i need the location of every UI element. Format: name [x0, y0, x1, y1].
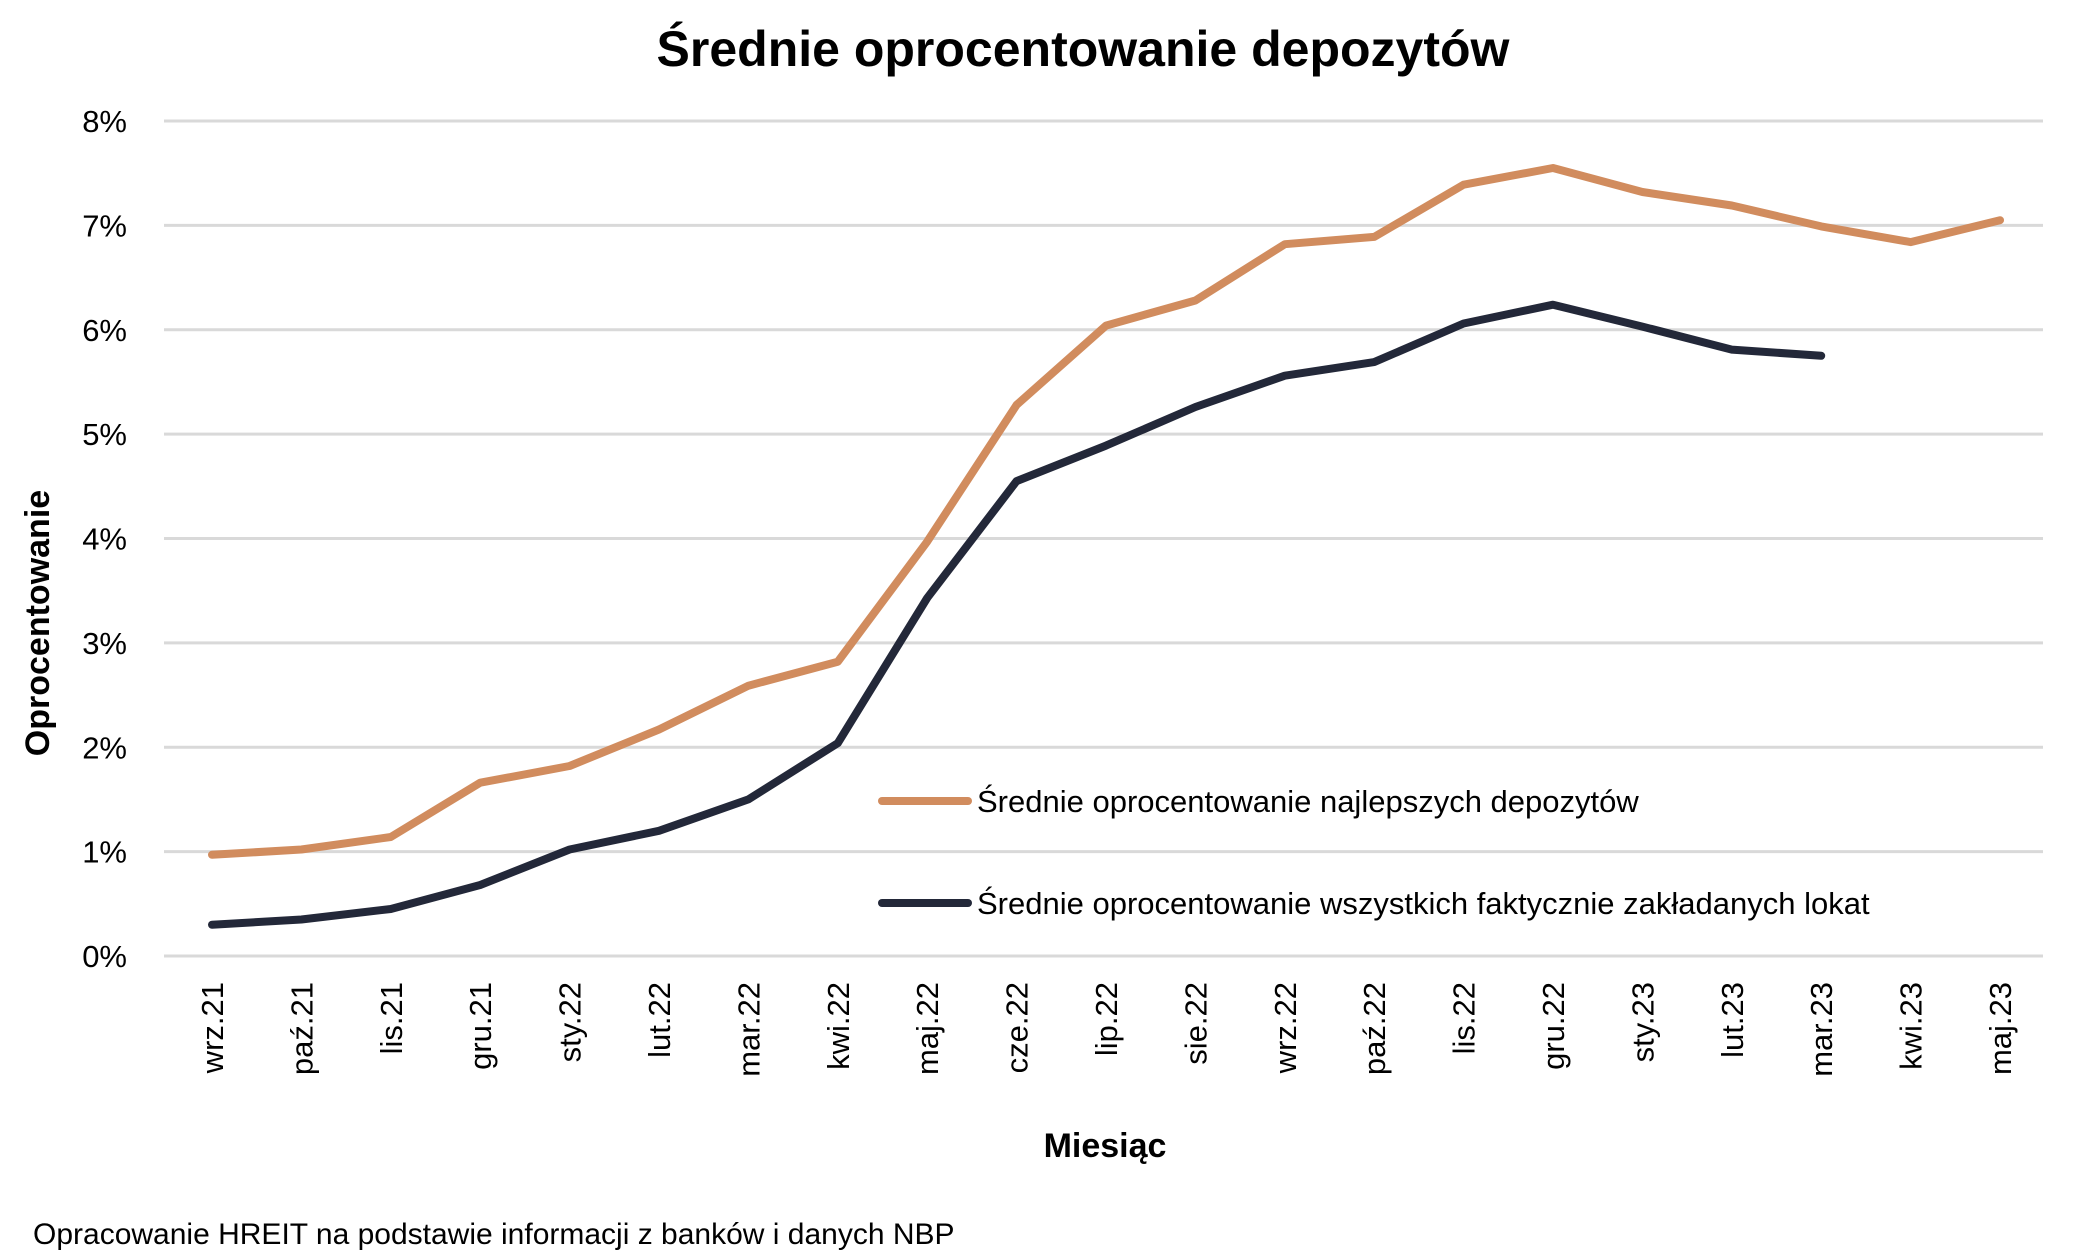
x-tick-label: paź.22	[1357, 982, 1392, 1075]
x-tick-label: wrz.21	[195, 982, 230, 1074]
x-tick-label: maj.22	[910, 982, 945, 1075]
chart-title: Średnie oprocentowanie depozytów	[657, 21, 1510, 77]
source-note: Opracowanie HREIT na podstawie informacj…	[33, 1218, 955, 1251]
x-tick-label: gru.22	[1536, 982, 1571, 1070]
x-tick-label: mar.23	[1804, 982, 1839, 1077]
x-tick-label: sty.23	[1625, 982, 1660, 1062]
x-tick-label: sie.22	[1178, 982, 1213, 1065]
x-tick-label: lis.21	[374, 982, 409, 1054]
y-tick-label: 7%	[82, 208, 127, 243]
y-tick-label: 3%	[82, 626, 127, 661]
series-line-all-deposits	[208, 300, 1826, 929]
x-tick-label: kwi.23	[1894, 982, 1929, 1070]
y-tick-label: 6%	[82, 313, 127, 348]
x-tick-label: paź.21	[284, 982, 319, 1075]
x-axis-ticks: wrz.21 paź.21 lis.21 gru.21 sty.22 lut.22 mar.…	[195, 982, 2018, 1077]
x-tick-label: lip.22	[1089, 982, 1124, 1056]
series-line-best-deposits	[208, 164, 2004, 859]
series-lines	[208, 164, 2004, 929]
x-tick-label: lut.22	[642, 982, 677, 1058]
y-tick-label: 8%	[82, 104, 127, 139]
x-tick-label: lis.22	[1447, 982, 1482, 1054]
legend-item-all-deposits[interactable]: Średnie oprocentowanie wszystkich faktyc…	[878, 885, 1870, 921]
x-tick-label: sty.22	[553, 982, 588, 1062]
y-tick-label: 4%	[82, 522, 127, 557]
legend-item-best-deposits[interactable]: Średnie oprocentowanie najlepszych depoz…	[878, 783, 1639, 819]
y-axis-title: Oprocentowanie	[19, 490, 57, 756]
y-tick-label: 2%	[82, 730, 127, 765]
x-tick-label: maj.23	[1983, 982, 2018, 1075]
x-tick-label: mar.22	[731, 982, 766, 1077]
legend-label-all-deposits: Średnie oprocentowanie wszystkich faktyc…	[977, 885, 1870, 921]
x-tick-label: gru.21	[463, 982, 498, 1070]
x-tick-label: lut.23	[1715, 982, 1750, 1058]
gridlines	[164, 119, 2043, 958]
x-axis-title: Miesiąc	[1044, 1127, 1167, 1165]
y-tick-label: 0%	[82, 939, 127, 974]
x-tick-label: cze.22	[1000, 982, 1035, 1073]
legend-label-best-deposits: Średnie oprocentowanie najlepszych depoz…	[977, 783, 1639, 819]
y-axis-ticks: 0% 1% 2% 3% 4% 5% 6% 7% 8%	[82, 104, 127, 974]
legend: Średnie oprocentowanie najlepszych depoz…	[878, 783, 1870, 921]
y-tick-label: 1%	[82, 835, 127, 870]
y-tick-label: 5%	[82, 417, 127, 452]
x-tick-label: kwi.22	[821, 982, 856, 1070]
x-tick-label: wrz.22	[1268, 982, 1303, 1074]
